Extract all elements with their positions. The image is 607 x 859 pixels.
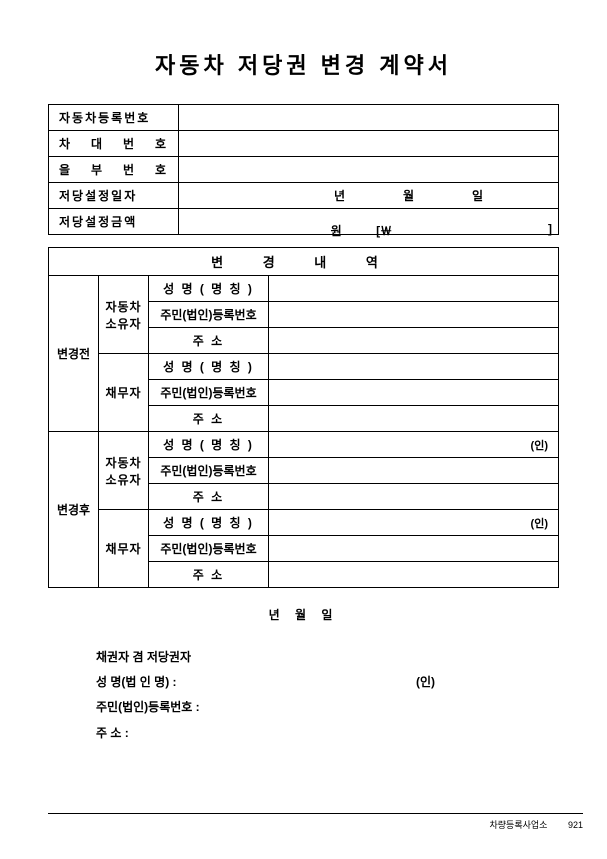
signatory-name-row: 성 명(법 인 명) : (인) [96, 670, 559, 695]
label-name: 성 명 ( 명 칭 ) [149, 354, 269, 380]
before-owner-addr[interactable] [269, 328, 559, 354]
after-debtor-name[interactable]: (인) [269, 510, 559, 536]
label-after-debtor: 채무자 [99, 510, 149, 588]
label-addr: 주 소 [149, 562, 269, 588]
unit-day: 일 [472, 187, 483, 204]
before-owner-rrn[interactable] [269, 302, 559, 328]
label-mortgage-amount: 저당설정금액 [49, 209, 179, 235]
value-mortgage-date[interactable]: 년 월 일 [179, 183, 559, 209]
signatory-rrn-label: 주민(법인)등록번호 : [96, 700, 200, 714]
label-name: 성 명 ( 명 칭 ) [149, 432, 269, 458]
before-debtor-rrn[interactable] [269, 380, 559, 406]
document-page: 자동차 저당권 변경 계약서 자동차등록번호 차 대 번 호 을 부 번 호 저… [0, 0, 607, 746]
change-details-table: 변 경 내 역 변경전 자동차 소유자 성 명 ( 명 칭 ) 주민(법인)등록… [48, 247, 559, 588]
won-bracket-open: [￦ [376, 222, 550, 239]
label-before-debtor: 채무자 [99, 354, 149, 432]
unit-won: 원 [331, 222, 342, 239]
row-vin: 차 대 번 호 [49, 131, 559, 157]
document-title: 자동차 저당권 변경 계약서 [48, 48, 559, 80]
signatory-seal: (인) [416, 670, 435, 695]
label-rrn: 주민(법인)등록번호 [149, 458, 269, 484]
label-rrn: 주민(법인)등록번호 [149, 536, 269, 562]
label-name: 성 명 ( 명 칭 ) [149, 276, 269, 302]
value-vin[interactable] [179, 131, 559, 157]
row-mortgage-amount: 저당설정금액 원 [￦ ] [49, 209, 559, 235]
after-owner-name[interactable]: (인) [269, 432, 559, 458]
signatory-addr-row: 주 소 : [96, 721, 559, 746]
label-rrn: 주민(법인)등록번호 [149, 302, 269, 328]
footer-page: 921 [568, 820, 583, 830]
seal-mark: (인) [531, 515, 548, 531]
label-addr: 주 소 [149, 484, 269, 510]
row-mortgage-date: 저당설정일자 년 월 일 [49, 183, 559, 209]
signature-date: 년 월 일 [48, 606, 559, 623]
signatory-block: 채권자 겸 저당권자 성 명(법 인 명) : (인) 주민(법인)등록번호 :… [96, 645, 559, 746]
label-addr: 주 소 [149, 328, 269, 354]
before-debtor-name[interactable] [269, 354, 559, 380]
signatory-name-label: 성 명(법 인 명) : [96, 675, 177, 689]
signatory-addr-label: 주 소 : [96, 726, 129, 740]
signatory-header: 채권자 겸 저당권자 [96, 645, 559, 670]
label-name: 성 명 ( 명 칭 ) [149, 510, 269, 536]
label-eulbu: 을 부 번 호 [49, 157, 179, 183]
label-mortgage-date: 저당설정일자 [49, 183, 179, 209]
label-reg-no: 자동차등록번호 [49, 105, 179, 131]
change-section-header: 변 경 내 역 [49, 248, 559, 276]
label-rrn: 주민(법인)등록번호 [149, 380, 269, 406]
before-owner-name[interactable] [269, 276, 559, 302]
label-vin: 차 대 번 호 [49, 131, 179, 157]
label-after: 변경후 [49, 432, 99, 588]
after-owner-rrn[interactable] [269, 458, 559, 484]
unit-year: 년 [334, 187, 345, 204]
won-bracket-close: ] [548, 222, 552, 236]
row-eulbu: 을 부 번 호 [49, 157, 559, 183]
label-before: 변경전 [49, 276, 99, 432]
label-after-owner: 자동차 소유자 [99, 432, 149, 510]
unit-month: 월 [403, 187, 414, 204]
vehicle-info-table: 자동차등록번호 차 대 번 호 을 부 번 호 저당설정일자 년 월 일 저당설… [48, 104, 559, 235]
footer-org: 차량등록사업소 [489, 820, 547, 830]
page-footer: 차량등록사업소 921 [48, 813, 583, 831]
before-debtor-addr[interactable] [269, 406, 559, 432]
value-eulbu[interactable] [179, 157, 559, 183]
after-owner-addr[interactable] [269, 484, 559, 510]
signatory-rrn-row: 주민(법인)등록번호 : [96, 695, 559, 720]
after-debtor-addr[interactable] [269, 562, 559, 588]
after-debtor-rrn[interactable] [269, 536, 559, 562]
seal-mark: (인) [531, 437, 548, 453]
label-addr: 주 소 [149, 406, 269, 432]
value-reg-no[interactable] [179, 105, 559, 131]
label-before-owner: 자동차 소유자 [99, 276, 149, 354]
row-reg-no: 자동차등록번호 [49, 105, 559, 131]
value-mortgage-amount[interactable]: 원 [￦ ] [179, 209, 559, 235]
